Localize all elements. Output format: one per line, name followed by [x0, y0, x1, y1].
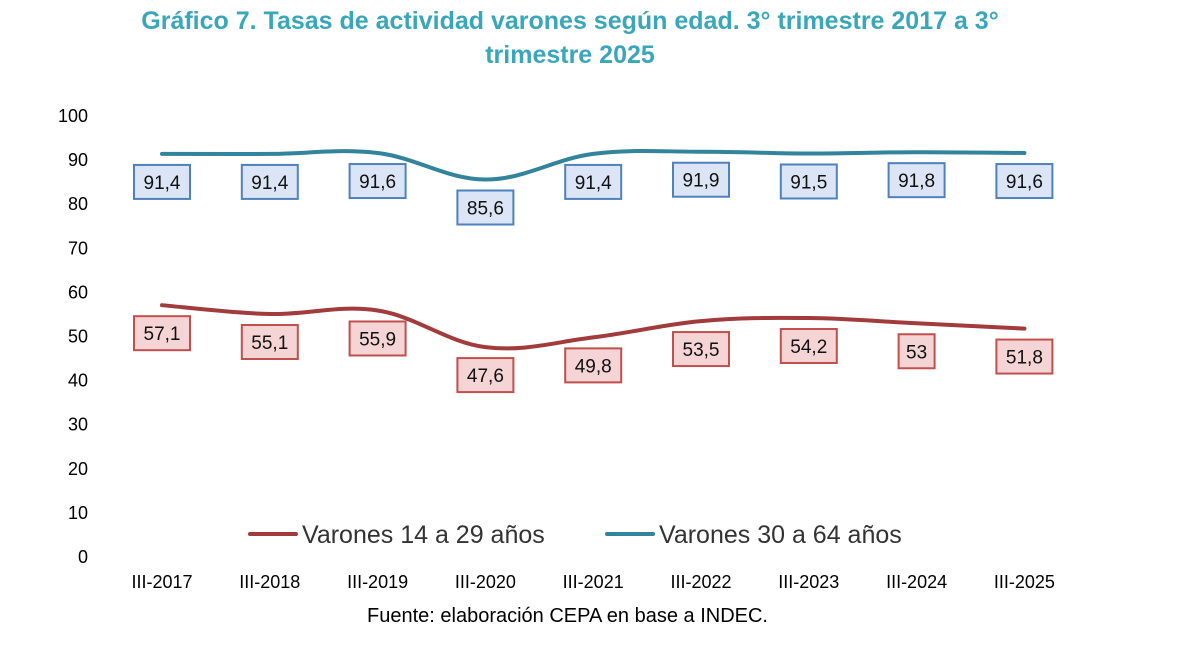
data-label-box: [133, 163, 191, 200]
data-label: 53,5: [683, 340, 720, 361]
series-line-adult: [160, 148, 1027, 182]
x-tick-label: III-2021: [563, 572, 624, 592]
data-label-box: [779, 163, 838, 200]
data-label-box: [133, 315, 191, 352]
y-tick-label: 70: [68, 238, 88, 258]
x-tick-label: III-2025: [994, 572, 1055, 592]
data-label-box: [240, 324, 299, 361]
data-label-box: [887, 162, 946, 199]
legend-label-adult: Varones 30 a 64 años: [659, 521, 902, 549]
x-tick-label: III-2017: [131, 572, 192, 592]
data-label: 91,4: [251, 173, 288, 194]
data-label-box: [456, 357, 515, 394]
y-tick-label: 40: [68, 371, 88, 391]
x-tick-label: III-2024: [886, 572, 947, 592]
y-tick-label: 50: [68, 327, 88, 347]
data-label: 91,4: [144, 173, 181, 194]
x-tick-label: III-2019: [347, 572, 408, 592]
data-label: 51,8: [1006, 348, 1043, 369]
y-tick-label: 80: [68, 194, 88, 214]
data-label-box: [348, 163, 407, 200]
y-tick-label: 30: [68, 415, 88, 435]
source-note: Fuente: elaboración CEPA en base a INDEC…: [367, 605, 768, 627]
data-label: 91,6: [1006, 172, 1043, 193]
series-line-young: [160, 303, 1027, 351]
data-label: 91,8: [898, 171, 935, 192]
data-label: 91,4: [575, 173, 612, 194]
data-label: 54,2: [790, 337, 827, 358]
data-label-box: [995, 163, 1054, 200]
data-label-box: [672, 331, 730, 368]
data-label: 49,8: [575, 356, 612, 377]
data-label-box: [672, 161, 730, 198]
data-label: 57,1: [144, 324, 181, 345]
y-tick-label: 20: [68, 459, 88, 479]
data-label-box: [995, 338, 1054, 375]
data-label: 55,1: [251, 333, 288, 354]
data-label-box: [240, 163, 299, 200]
data-label-box: [564, 163, 623, 200]
data-label-box: [564, 347, 623, 384]
x-tick-label: III-2018: [239, 572, 300, 592]
data-label-box: [456, 189, 515, 226]
data-label-box: [897, 333, 936, 370]
y-tick-label: 10: [68, 503, 88, 523]
y-tick-label: 60: [68, 282, 88, 302]
x-tick-label: III-2023: [778, 572, 839, 592]
chart-title-line-2: trimestre 2025: [485, 41, 655, 69]
chart-title-line-1: Gráfico 7. Tasas de actividad varones se…: [141, 7, 999, 35]
x-tick-label: III-2020: [455, 572, 516, 592]
data-label-box: [348, 320, 407, 357]
data-label: 53: [906, 342, 927, 363]
y-tick-label: 90: [68, 150, 88, 170]
data-label: 91,6: [359, 172, 396, 193]
chart-title: Gráfico 7. Tasas de actividad varones se…: [0, 4, 1140, 72]
y-tick-label: 0: [78, 547, 88, 567]
y-tick-label: 100: [58, 106, 88, 126]
legend-label-young: Varones 14 a 29 años: [302, 521, 545, 549]
data-label-box: [779, 327, 838, 364]
data-label: 91,5: [790, 172, 827, 193]
data-label: 55,9: [359, 329, 396, 350]
data-label: 91,9: [683, 171, 720, 192]
data-label: 47,6: [467, 366, 504, 387]
x-tick-label: III-2022: [670, 572, 731, 592]
data-label: 85,6: [467, 199, 504, 220]
